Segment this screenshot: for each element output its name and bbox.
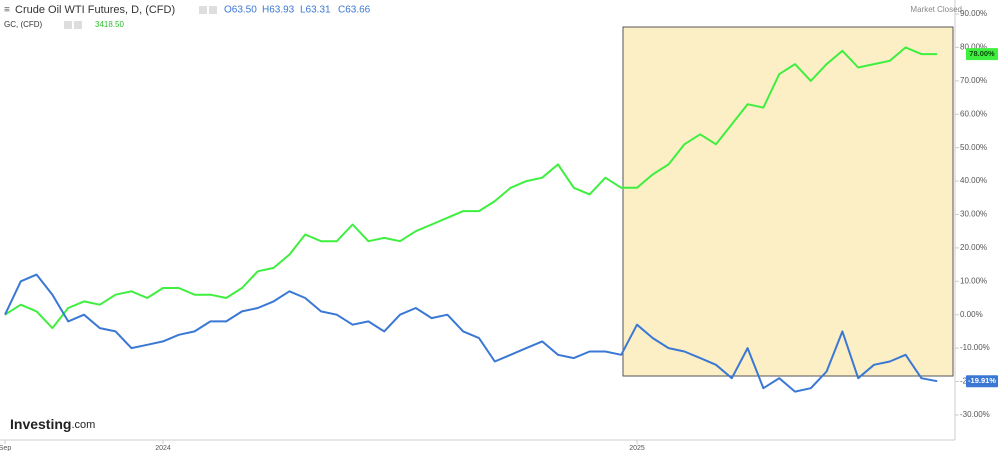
compare-name: GC, (CFD) [4,20,43,29]
x-tick-label: 2024 [155,445,171,451]
market-status: Market Closed [910,5,962,14]
plot [4,46,938,393]
x-tick-label: 2025 [629,445,645,451]
y-tick-label: -30.00% [960,410,990,419]
value-label-box [966,375,998,388]
y-tick-label: 80.00% [960,43,987,52]
icon[interactable] [74,21,82,29]
y-tick-label: 30.00% [960,210,987,219]
icon[interactable] [199,6,207,14]
compare-price: 3418.50 [95,20,124,29]
value-label-box [966,48,998,61]
y-tick-label: 0.00% [960,310,983,319]
y-tick-label: 20.00% [960,243,987,252]
chart-title: Crude Oil WTI Futures, D, (CFD) [15,4,175,16]
brand-logo: Investing.com [10,416,95,432]
icon[interactable] [209,6,217,14]
series-line [4,273,938,393]
highlight-box [622,26,954,377]
y-tick-label: 90.00% [960,9,987,18]
y-tick-label: -10.00% [960,343,990,352]
value-label: 78.00% [969,49,995,58]
brand-suffix: .com [71,419,95,431]
value-label: -19.91% [968,376,996,385]
ohlc-high: H63.93 [262,5,295,16]
icon[interactable] [64,21,72,29]
menu-icon[interactable]: ≡ [4,5,10,16]
ohlc-low: L63.31 [300,5,331,16]
series-line [4,46,938,330]
y-tick-label: 40.00% [960,176,987,185]
x-tick-label: Sep [0,445,11,451]
y-tick-label: 50.00% [960,143,987,152]
brand: Investing [10,416,71,432]
y-tick-label: 10.00% [960,276,987,285]
y-tick-label: 70.00% [960,76,987,85]
ohlc-close: C63.66 [338,5,371,16]
y-tick-label: 60.00% [960,109,987,118]
ohlc-open: O63.50 [224,5,257,16]
